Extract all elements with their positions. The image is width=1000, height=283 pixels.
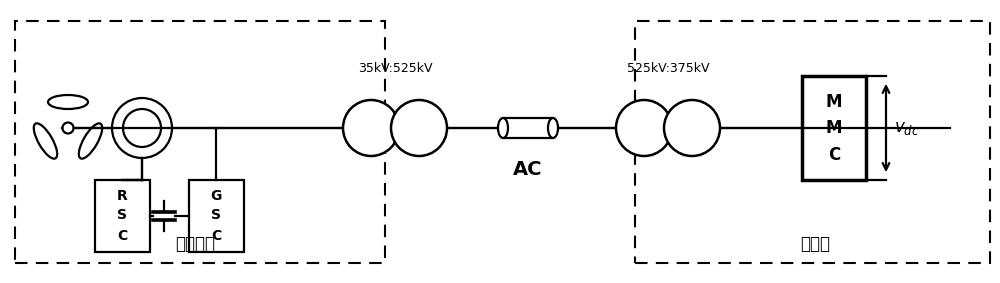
Circle shape: [616, 100, 672, 156]
Text: S: S: [211, 207, 221, 222]
Text: R: R: [117, 189, 127, 203]
Text: AC: AC: [513, 160, 543, 179]
Bar: [802, 76, 866, 180]
Circle shape: [343, 100, 399, 156]
Text: S: S: [117, 207, 127, 222]
Bar: [503, 118, 553, 138]
Text: 换流站: 换流站: [800, 235, 830, 253]
Text: 风电机组: 风电机组: [175, 235, 215, 253]
Text: C: C: [117, 229, 127, 243]
Text: C: C: [211, 229, 221, 243]
Text: 525kV:375kV: 525kV:375kV: [627, 62, 709, 75]
Text: G: G: [210, 189, 222, 203]
Bar: [15, 21, 385, 263]
Ellipse shape: [548, 118, 558, 138]
Circle shape: [664, 100, 720, 156]
Ellipse shape: [498, 118, 508, 138]
Bar: [635, 21, 990, 263]
Text: 35kV:525kV: 35kV:525kV: [358, 62, 432, 75]
Circle shape: [62, 123, 74, 134]
Bar: [189, 180, 244, 252]
Circle shape: [391, 100, 447, 156]
Text: M: M: [826, 93, 842, 111]
Text: M: M: [826, 119, 842, 137]
Text: C: C: [828, 146, 840, 164]
Text: $v_{dc}$: $v_{dc}$: [894, 119, 919, 137]
Bar: [94, 180, 150, 252]
